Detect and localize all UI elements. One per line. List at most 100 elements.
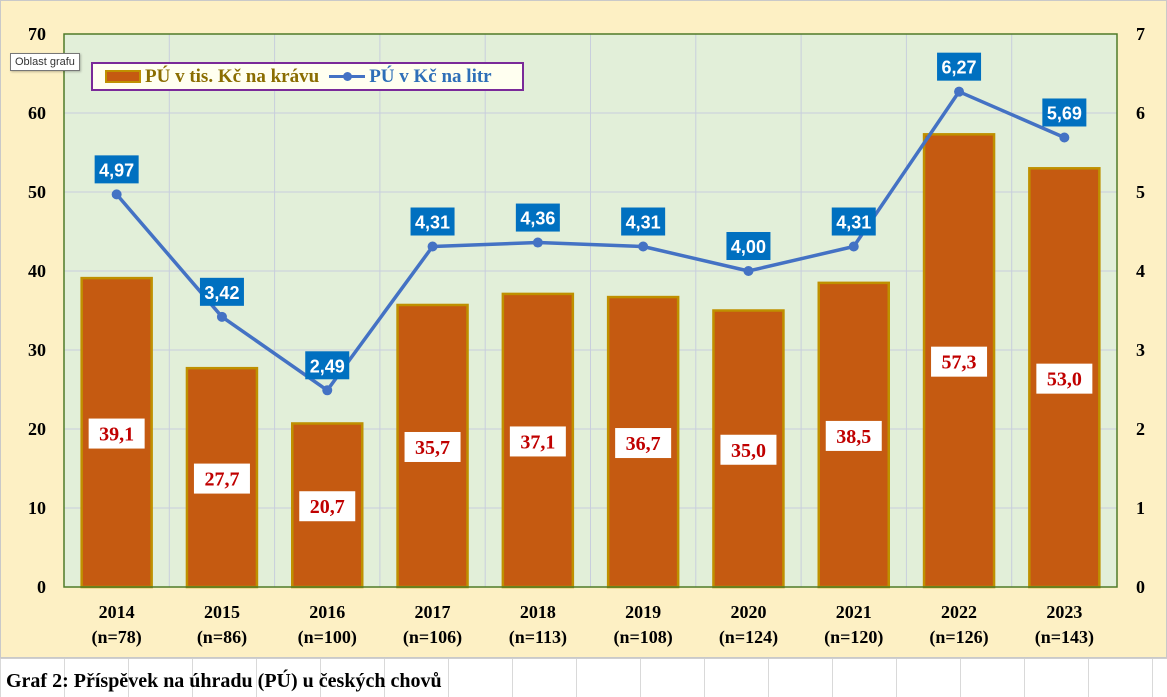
left-axis-tick-label: 50	[28, 182, 46, 202]
legend-item-line: PÚ v Kč na litr	[319, 65, 492, 88]
left-axis-tick-label: 60	[28, 103, 46, 123]
legend-line-label: PÚ v Kč na litr	[369, 65, 492, 87]
line-marker	[638, 241, 649, 252]
left-axis-tick-label: 30	[28, 340, 46, 360]
x-axis-year-label: 2014	[99, 602, 135, 622]
line-data-label: 4,31	[626, 213, 661, 233]
line-marker	[322, 385, 333, 396]
line-data-label: 4,97	[99, 160, 134, 180]
line-label-box	[831, 207, 876, 236]
left-axis-tick-label: 40	[28, 261, 46, 281]
legend-line-swatch	[329, 70, 366, 83]
line-marker	[743, 266, 754, 276]
x-axis-labels: 2014 (n=78) 2015 (n=86) 2016 (n=100) 2017 (n=10…	[92, 602, 1094, 648]
right-axis-tick-label: 0	[1136, 577, 1145, 597]
line-label-box	[199, 277, 244, 306]
line-data-label: 5,69	[1047, 103, 1082, 123]
legend-bar-label: PÚ v tis. Kč na krávu	[145, 65, 320, 87]
right-axis-tick-label: 1	[1136, 498, 1145, 518]
x-axis-year-label: 2022	[941, 602, 977, 622]
bar-data-label: 20,7	[310, 496, 345, 518]
bar-label-box	[404, 431, 461, 462]
legend-bar-swatch	[105, 70, 141, 83]
bar-label-box	[299, 491, 356, 522]
bar-label-box	[720, 434, 777, 465]
legend-item-bar: PÚ v tis. Kč na krávu	[93, 66, 319, 88]
line-data-label: 4,00	[731, 237, 766, 257]
left-axis-ticks: 0 10 20 30 40 50 60 70	[28, 24, 46, 597]
bar-data-label: 37,1	[520, 431, 555, 453]
line-marker	[532, 237, 543, 248]
line-marker	[1059, 132, 1070, 143]
right-axis-tick-label: 7	[1136, 24, 1145, 44]
left-axis-tick-label: 20	[28, 419, 46, 439]
x-axis-count-label: (n=124)	[719, 627, 778, 648]
bar-data-labels: 39,1 27,7 20,7 35,7 37,1 36,7 35,0 38,5 57,3 53,0	[88, 346, 1093, 522]
line-data-label: 2,49	[310, 356, 345, 376]
line-path	[115, 89, 1066, 393]
bar-label-box	[88, 418, 145, 449]
line-series	[111, 86, 1070, 396]
x-axis-year-label: 2021	[836, 602, 872, 622]
x-axis-count-label: (n=108)	[614, 627, 673, 648]
line-data-label: 4,36	[520, 209, 555, 229]
x-axis-count-label: (n=106)	[403, 627, 462, 648]
line-label-box	[94, 155, 139, 184]
line-marker	[427, 241, 438, 252]
bar-data-label: 39,1	[99, 424, 134, 446]
x-axis-count-label: (n=100)	[298, 627, 357, 648]
line-label-box	[305, 351, 350, 380]
line-label-box	[937, 52, 982, 81]
x-axis-count-label: (n=78)	[92, 627, 142, 648]
x-axis-year-label: 2023	[1046, 602, 1082, 622]
left-axis-tick-label: 0	[37, 577, 46, 597]
bar-label-box	[1036, 363, 1093, 394]
chart-legend[interactable]: PÚ v tis. Kč na krávu PÚ v Kč na litr	[91, 62, 524, 91]
plot-border	[63, 33, 1118, 588]
bar-data-label: 35,0	[731, 440, 766, 462]
bar-label-box	[615, 428, 672, 459]
x-axis-year-label: 2018	[520, 602, 556, 622]
line-data-label: 4,31	[415, 213, 450, 233]
line-label-box	[726, 232, 771, 260]
bar-label-box	[825, 420, 882, 451]
right-axis-tick-label: 2	[1136, 419, 1145, 439]
chart-caption: Graf 2: Příspěvek na úhradu (PÚ) u český…	[6, 670, 442, 692]
line-marker	[111, 189, 122, 200]
bar-label-box	[509, 426, 566, 457]
left-axis-tick-label: 10	[28, 498, 46, 518]
x-axis-count-label: (n=126)	[929, 627, 988, 648]
line-label-box	[410, 207, 455, 236]
bar-label-box	[193, 463, 250, 494]
line-data-label: 3,42	[204, 283, 239, 303]
x-axis-year-label: 2017	[415, 602, 451, 622]
line-marker	[216, 311, 227, 322]
line-label-box	[621, 207, 666, 236]
right-axis-tick-label: 4	[1136, 261, 1145, 281]
right-axis-tick-label: 3	[1136, 340, 1145, 360]
x-axis-year-label: 2020	[730, 602, 766, 622]
left-axis-tick-label: 70	[28, 24, 46, 44]
line-data-labels: 4,97 3,42 2,49 4,31 4,36 4,31 4,00 4,31 6,27 5,69	[94, 52, 1087, 380]
bar-data-label: 36,7	[626, 433, 661, 455]
bar-data-label: 57,3	[942, 352, 977, 374]
bar-data-label: 38,5	[836, 426, 871, 448]
x-axis-count-label: (n=113)	[509, 627, 567, 648]
x-axis-count-label: (n=120)	[824, 627, 883, 648]
chart-area-tooltip: Oblast grafu	[10, 53, 80, 71]
x-axis-count-label: (n=86)	[197, 627, 247, 648]
bar-data-label: 53,0	[1047, 369, 1082, 391]
x-axis-year-label: 2016	[309, 602, 345, 622]
line-data-label: 6,27	[942, 58, 977, 78]
bar-data-label: 27,7	[204, 469, 239, 491]
right-axis-tick-label: 6	[1136, 103, 1145, 123]
x-axis-count-label: (n=143)	[1035, 627, 1094, 648]
right-axis-tick-label: 5	[1136, 182, 1145, 202]
right-axis-ticks: 0 1 2 3 4 5 6 7	[1136, 24, 1145, 597]
line-marker	[954, 86, 965, 97]
combo-chart: 0 10 20 30 40 50 60 70 0 1 2 3 4 5 6 7 39,1 27,7 20,7 35,…	[28, 24, 1145, 648]
line-data-label: 4,31	[836, 213, 871, 233]
x-axis-year-label: 2019	[625, 602, 661, 622]
bar-label-box	[931, 346, 988, 377]
sheet-gridlines	[0, 658, 1167, 697]
